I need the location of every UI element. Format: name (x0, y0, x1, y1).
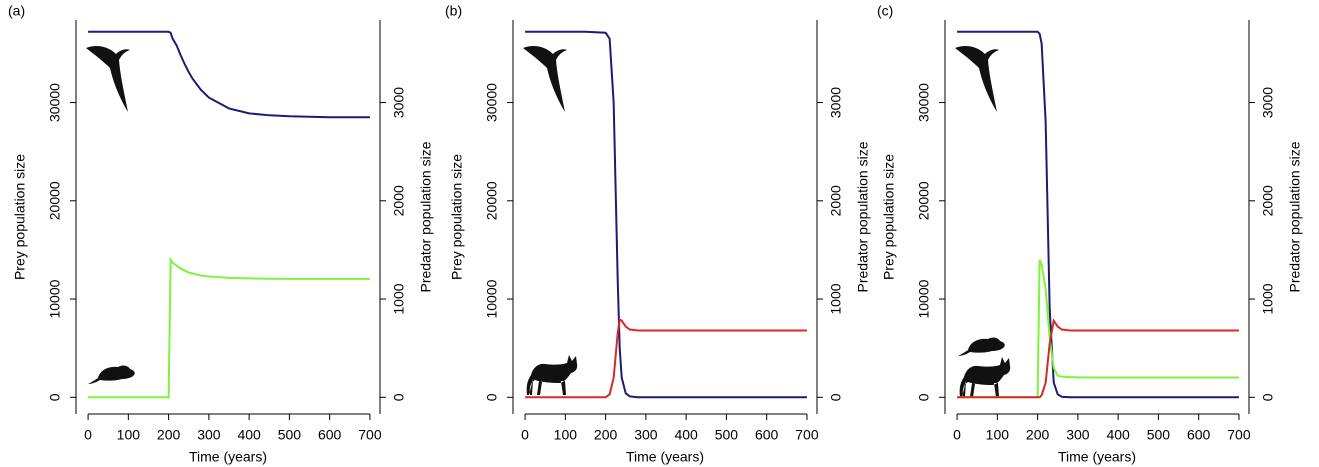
y-tick-label: 10000 (47, 279, 63, 318)
x-tick-label: 100 (986, 427, 1010, 443)
y-tick-label: 0 (47, 393, 63, 401)
panel-label: (c) (877, 3, 893, 19)
series-line (525, 318, 807, 399)
y-tick-label: 30000 (484, 83, 500, 122)
y2-tick-label: 2000 (1260, 185, 1276, 216)
y-tick-label: 30000 (47, 83, 63, 122)
x-tick-label: 500 (1147, 427, 1171, 443)
x-tick-label: 0 (521, 427, 529, 443)
y2-tick-label: 0 (1260, 393, 1276, 401)
y2-tick-label: 3000 (828, 87, 844, 118)
x-tick-label: 400 (1106, 427, 1130, 443)
panel-label: (b) (445, 3, 462, 19)
x-tick-label: 500 (278, 427, 302, 443)
x-tick-label: 300 (634, 427, 658, 443)
series-line (88, 30, 370, 119)
x-tick-label: 600 (1187, 427, 1211, 443)
series-line (525, 30, 807, 399)
bird-silhouette (955, 46, 999, 112)
cat-silhouette (526, 355, 578, 395)
series-line (957, 30, 1239, 399)
x-tick-label: 600 (318, 427, 342, 443)
y2-tick-label: 2000 (828, 185, 844, 216)
y2-tick-label: 1000 (1260, 283, 1276, 314)
y-axis-title: Prey population size (449, 154, 465, 280)
y-tick-label: 10000 (916, 279, 932, 318)
x-tick-label: 700 (358, 427, 382, 443)
y2-axis-title: Predator population size (418, 141, 434, 292)
bird-silhouette (86, 46, 130, 112)
y2-tick-label: 1000 (828, 283, 844, 314)
y2-axis-title: Predator population size (855, 141, 871, 292)
y-axis-title: Prey population size (12, 154, 28, 280)
y-tick-label: 20000 (47, 181, 63, 220)
y-tick-label: 0 (916, 393, 932, 401)
y2-tick-label: 3000 (391, 87, 407, 118)
x-tick-label: 200 (157, 427, 181, 443)
y2-tick-label: 0 (391, 393, 407, 401)
y2-axis-title: Predator population size (1287, 141, 1303, 292)
x-tick-label: 200 (594, 427, 618, 443)
x-tick-label: 200 (1026, 427, 1050, 443)
x-tick-label: 100 (554, 427, 578, 443)
y2-tick-label: 1000 (391, 283, 407, 314)
rat-silhouette (958, 337, 1005, 356)
series-line (88, 256, 370, 399)
x-tick-label: 500 (715, 427, 739, 443)
cat-silhouette (959, 357, 1011, 397)
y-tick-label: 20000 (916, 181, 932, 220)
x-tick-label: 700 (1227, 427, 1251, 443)
y-tick-label: 0 (484, 393, 500, 401)
y2-tick-label: 0 (828, 393, 844, 401)
x-tick-label: 400 (237, 427, 261, 443)
series-line (957, 318, 1239, 399)
x-tick-label: 100 (117, 427, 141, 443)
x-tick-label: 300 (197, 427, 221, 443)
y-tick-label: 10000 (484, 279, 500, 318)
x-tick-label: 300 (1066, 427, 1090, 443)
panel-label: (a) (8, 3, 25, 19)
y2-tick-label: 3000 (1260, 87, 1276, 118)
x-tick-label: 700 (795, 427, 819, 443)
x-tick-label: 0 (953, 427, 961, 443)
y-axis-title: Prey population size (881, 154, 897, 280)
x-tick-label: 600 (755, 427, 779, 443)
rat-silhouette (88, 365, 135, 384)
y2-tick-label: 2000 (391, 185, 407, 216)
y-tick-label: 30000 (916, 83, 932, 122)
y-tick-label: 20000 (484, 181, 500, 220)
bird-silhouette (523, 46, 567, 112)
x-tick-label: 0 (84, 427, 92, 443)
x-tick-label: 400 (674, 427, 698, 443)
x-axis-title: Time (years) (189, 449, 267, 465)
x-axis-title: Time (years) (1058, 449, 1136, 465)
x-axis-title: Time (years) (626, 449, 704, 465)
